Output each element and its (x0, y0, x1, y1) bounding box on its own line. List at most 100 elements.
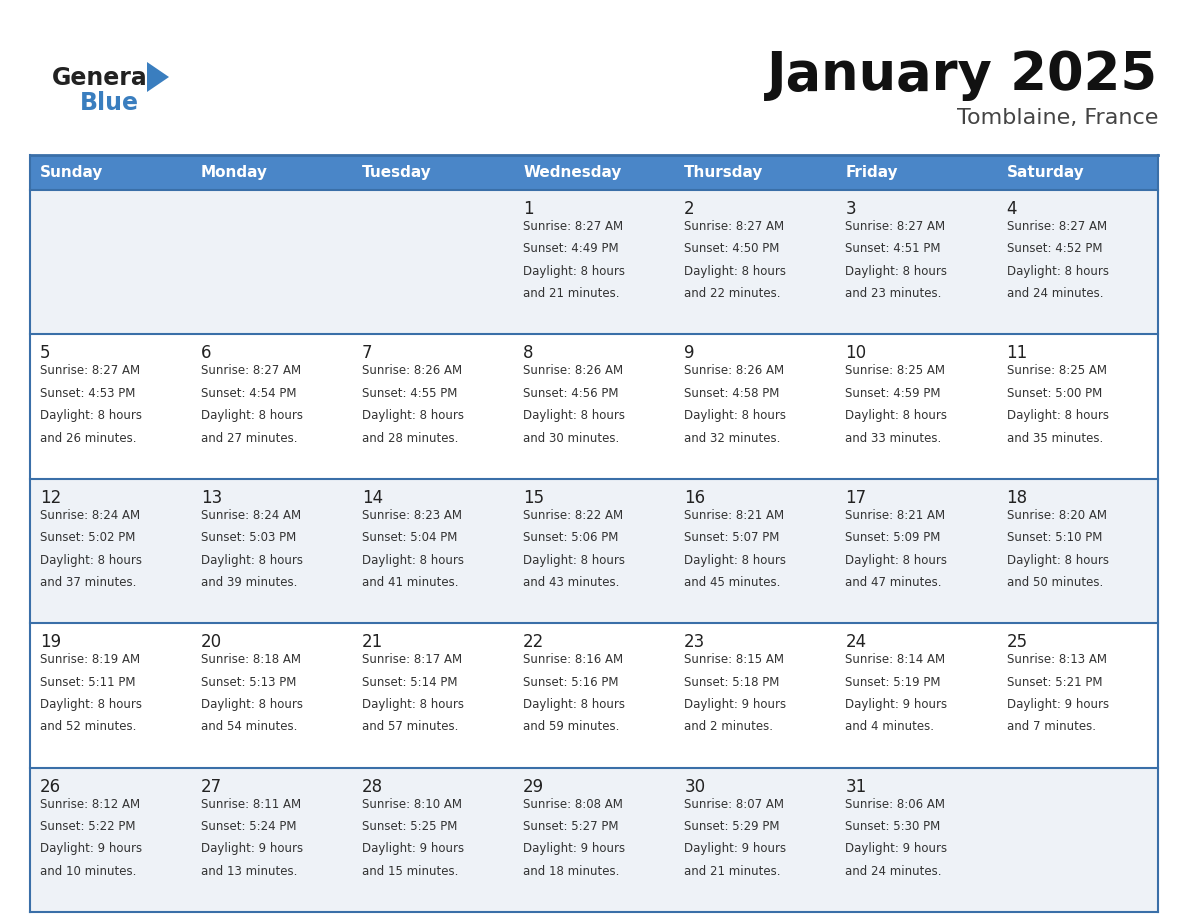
Text: Sunrise: 8:21 AM: Sunrise: 8:21 AM (684, 509, 784, 521)
Bar (513, 334, 675, 479)
Text: and 24 minutes.: and 24 minutes. (1006, 287, 1102, 300)
Text: Daylight: 8 hours: Daylight: 8 hours (523, 554, 625, 566)
Bar (30, 767, 191, 912)
Bar (997, 190, 1158, 334)
Text: Sunrise: 8:23 AM: Sunrise: 8:23 AM (362, 509, 462, 521)
Text: Sunrise: 8:14 AM: Sunrise: 8:14 AM (846, 654, 946, 666)
Bar (513, 623, 675, 767)
Text: Sunrise: 8:27 AM: Sunrise: 8:27 AM (684, 220, 784, 233)
Text: 15: 15 (523, 488, 544, 507)
Text: 30: 30 (684, 778, 706, 796)
Text: and 2 minutes.: and 2 minutes. (684, 721, 773, 733)
Text: Sunrise: 8:19 AM: Sunrise: 8:19 AM (39, 654, 140, 666)
Text: and 18 minutes.: and 18 minutes. (523, 865, 619, 878)
Text: Sunrise: 8:26 AM: Sunrise: 8:26 AM (523, 364, 624, 377)
Text: and 15 minutes.: and 15 minutes. (362, 865, 459, 878)
Text: Daylight: 9 hours: Daylight: 9 hours (846, 843, 948, 856)
Text: Daylight: 8 hours: Daylight: 8 hours (39, 409, 141, 422)
Text: 29: 29 (523, 778, 544, 796)
Text: Sunrise: 8:15 AM: Sunrise: 8:15 AM (684, 654, 784, 666)
Text: 2: 2 (684, 200, 695, 218)
Bar (30, 623, 191, 767)
Text: Sunrise: 8:20 AM: Sunrise: 8:20 AM (1006, 509, 1106, 521)
Text: Sunset: 5:27 PM: Sunset: 5:27 PM (523, 820, 619, 833)
Text: and 23 minutes.: and 23 minutes. (846, 287, 942, 300)
Text: Daylight: 8 hours: Daylight: 8 hours (362, 409, 465, 422)
Bar (513, 155, 675, 190)
Text: Sunrise: 8:27 AM: Sunrise: 8:27 AM (1006, 220, 1107, 233)
Text: and 22 minutes.: and 22 minutes. (684, 287, 781, 300)
Text: and 52 minutes.: and 52 minutes. (39, 721, 137, 733)
Text: Sunrise: 8:21 AM: Sunrise: 8:21 AM (846, 509, 946, 521)
Text: Sunset: 5:18 PM: Sunset: 5:18 PM (684, 676, 779, 688)
Bar (997, 155, 1158, 190)
Text: Tuesday: Tuesday (362, 165, 431, 180)
Text: Sunset: 4:54 PM: Sunset: 4:54 PM (201, 386, 296, 399)
Text: Sunrise: 8:16 AM: Sunrise: 8:16 AM (523, 654, 624, 666)
Text: Daylight: 8 hours: Daylight: 8 hours (846, 409, 947, 422)
Text: and 59 minutes.: and 59 minutes. (523, 721, 619, 733)
Text: Saturday: Saturday (1006, 165, 1085, 180)
Text: Daylight: 8 hours: Daylight: 8 hours (362, 698, 465, 711)
Bar (353, 334, 513, 479)
Text: Sunrise: 8:22 AM: Sunrise: 8:22 AM (523, 509, 624, 521)
Text: Sunrise: 8:26 AM: Sunrise: 8:26 AM (684, 364, 784, 377)
Text: 13: 13 (201, 488, 222, 507)
Text: 11: 11 (1006, 344, 1028, 363)
Text: and 33 minutes.: and 33 minutes. (846, 431, 942, 444)
Text: Daylight: 8 hours: Daylight: 8 hours (684, 409, 786, 422)
Text: and 57 minutes.: and 57 minutes. (362, 721, 459, 733)
Text: 1: 1 (523, 200, 533, 218)
Text: Monday: Monday (201, 165, 267, 180)
Text: and 45 minutes.: and 45 minutes. (684, 576, 781, 589)
Text: Sunrise: 8:06 AM: Sunrise: 8:06 AM (846, 798, 946, 811)
Text: Sunset: 4:55 PM: Sunset: 4:55 PM (362, 386, 457, 399)
Bar (191, 479, 353, 623)
Text: Sunset: 5:06 PM: Sunset: 5:06 PM (523, 532, 619, 544)
Text: 20: 20 (201, 633, 222, 651)
Bar (997, 623, 1158, 767)
Text: 28: 28 (362, 778, 383, 796)
Text: and 54 minutes.: and 54 minutes. (201, 721, 297, 733)
Text: and 50 minutes.: and 50 minutes. (1006, 576, 1102, 589)
Text: 23: 23 (684, 633, 706, 651)
Text: Daylight: 8 hours: Daylight: 8 hours (846, 264, 947, 278)
Bar (353, 155, 513, 190)
Text: and 32 minutes.: and 32 minutes. (684, 431, 781, 444)
Text: Sunset: 5:21 PM: Sunset: 5:21 PM (1006, 676, 1102, 688)
Text: Daylight: 8 hours: Daylight: 8 hours (201, 409, 303, 422)
Text: 17: 17 (846, 488, 866, 507)
Text: Sunset: 5:00 PM: Sunset: 5:00 PM (1006, 386, 1101, 399)
Text: Daylight: 8 hours: Daylight: 8 hours (684, 554, 786, 566)
Bar (353, 767, 513, 912)
Text: 6: 6 (201, 344, 211, 363)
Text: and 35 minutes.: and 35 minutes. (1006, 431, 1102, 444)
Text: Daylight: 8 hours: Daylight: 8 hours (1006, 554, 1108, 566)
Bar (353, 479, 513, 623)
Text: Daylight: 8 hours: Daylight: 8 hours (1006, 409, 1108, 422)
Bar (513, 190, 675, 334)
Text: and 30 minutes.: and 30 minutes. (523, 431, 619, 444)
Bar (30, 155, 191, 190)
Bar (30, 190, 191, 334)
Text: Sunset: 5:29 PM: Sunset: 5:29 PM (684, 820, 779, 833)
Text: Sunrise: 8:27 AM: Sunrise: 8:27 AM (201, 364, 301, 377)
Text: 19: 19 (39, 633, 61, 651)
Text: Thursday: Thursday (684, 165, 764, 180)
Text: Daylight: 8 hours: Daylight: 8 hours (523, 409, 625, 422)
Text: Sunset: 4:49 PM: Sunset: 4:49 PM (523, 242, 619, 255)
Bar (191, 155, 353, 190)
Text: Daylight: 8 hours: Daylight: 8 hours (1006, 264, 1108, 278)
Text: Sunset: 4:59 PM: Sunset: 4:59 PM (846, 386, 941, 399)
Text: Sunrise: 8:24 AM: Sunrise: 8:24 AM (39, 509, 140, 521)
Bar (835, 155, 997, 190)
Bar (30, 479, 191, 623)
Text: Daylight: 9 hours: Daylight: 9 hours (846, 698, 948, 711)
Bar (997, 767, 1158, 912)
Bar (513, 767, 675, 912)
Bar (835, 623, 997, 767)
Text: Sunset: 4:50 PM: Sunset: 4:50 PM (684, 242, 779, 255)
Bar (191, 767, 353, 912)
Text: 31: 31 (846, 778, 866, 796)
Text: and 41 minutes.: and 41 minutes. (362, 576, 459, 589)
